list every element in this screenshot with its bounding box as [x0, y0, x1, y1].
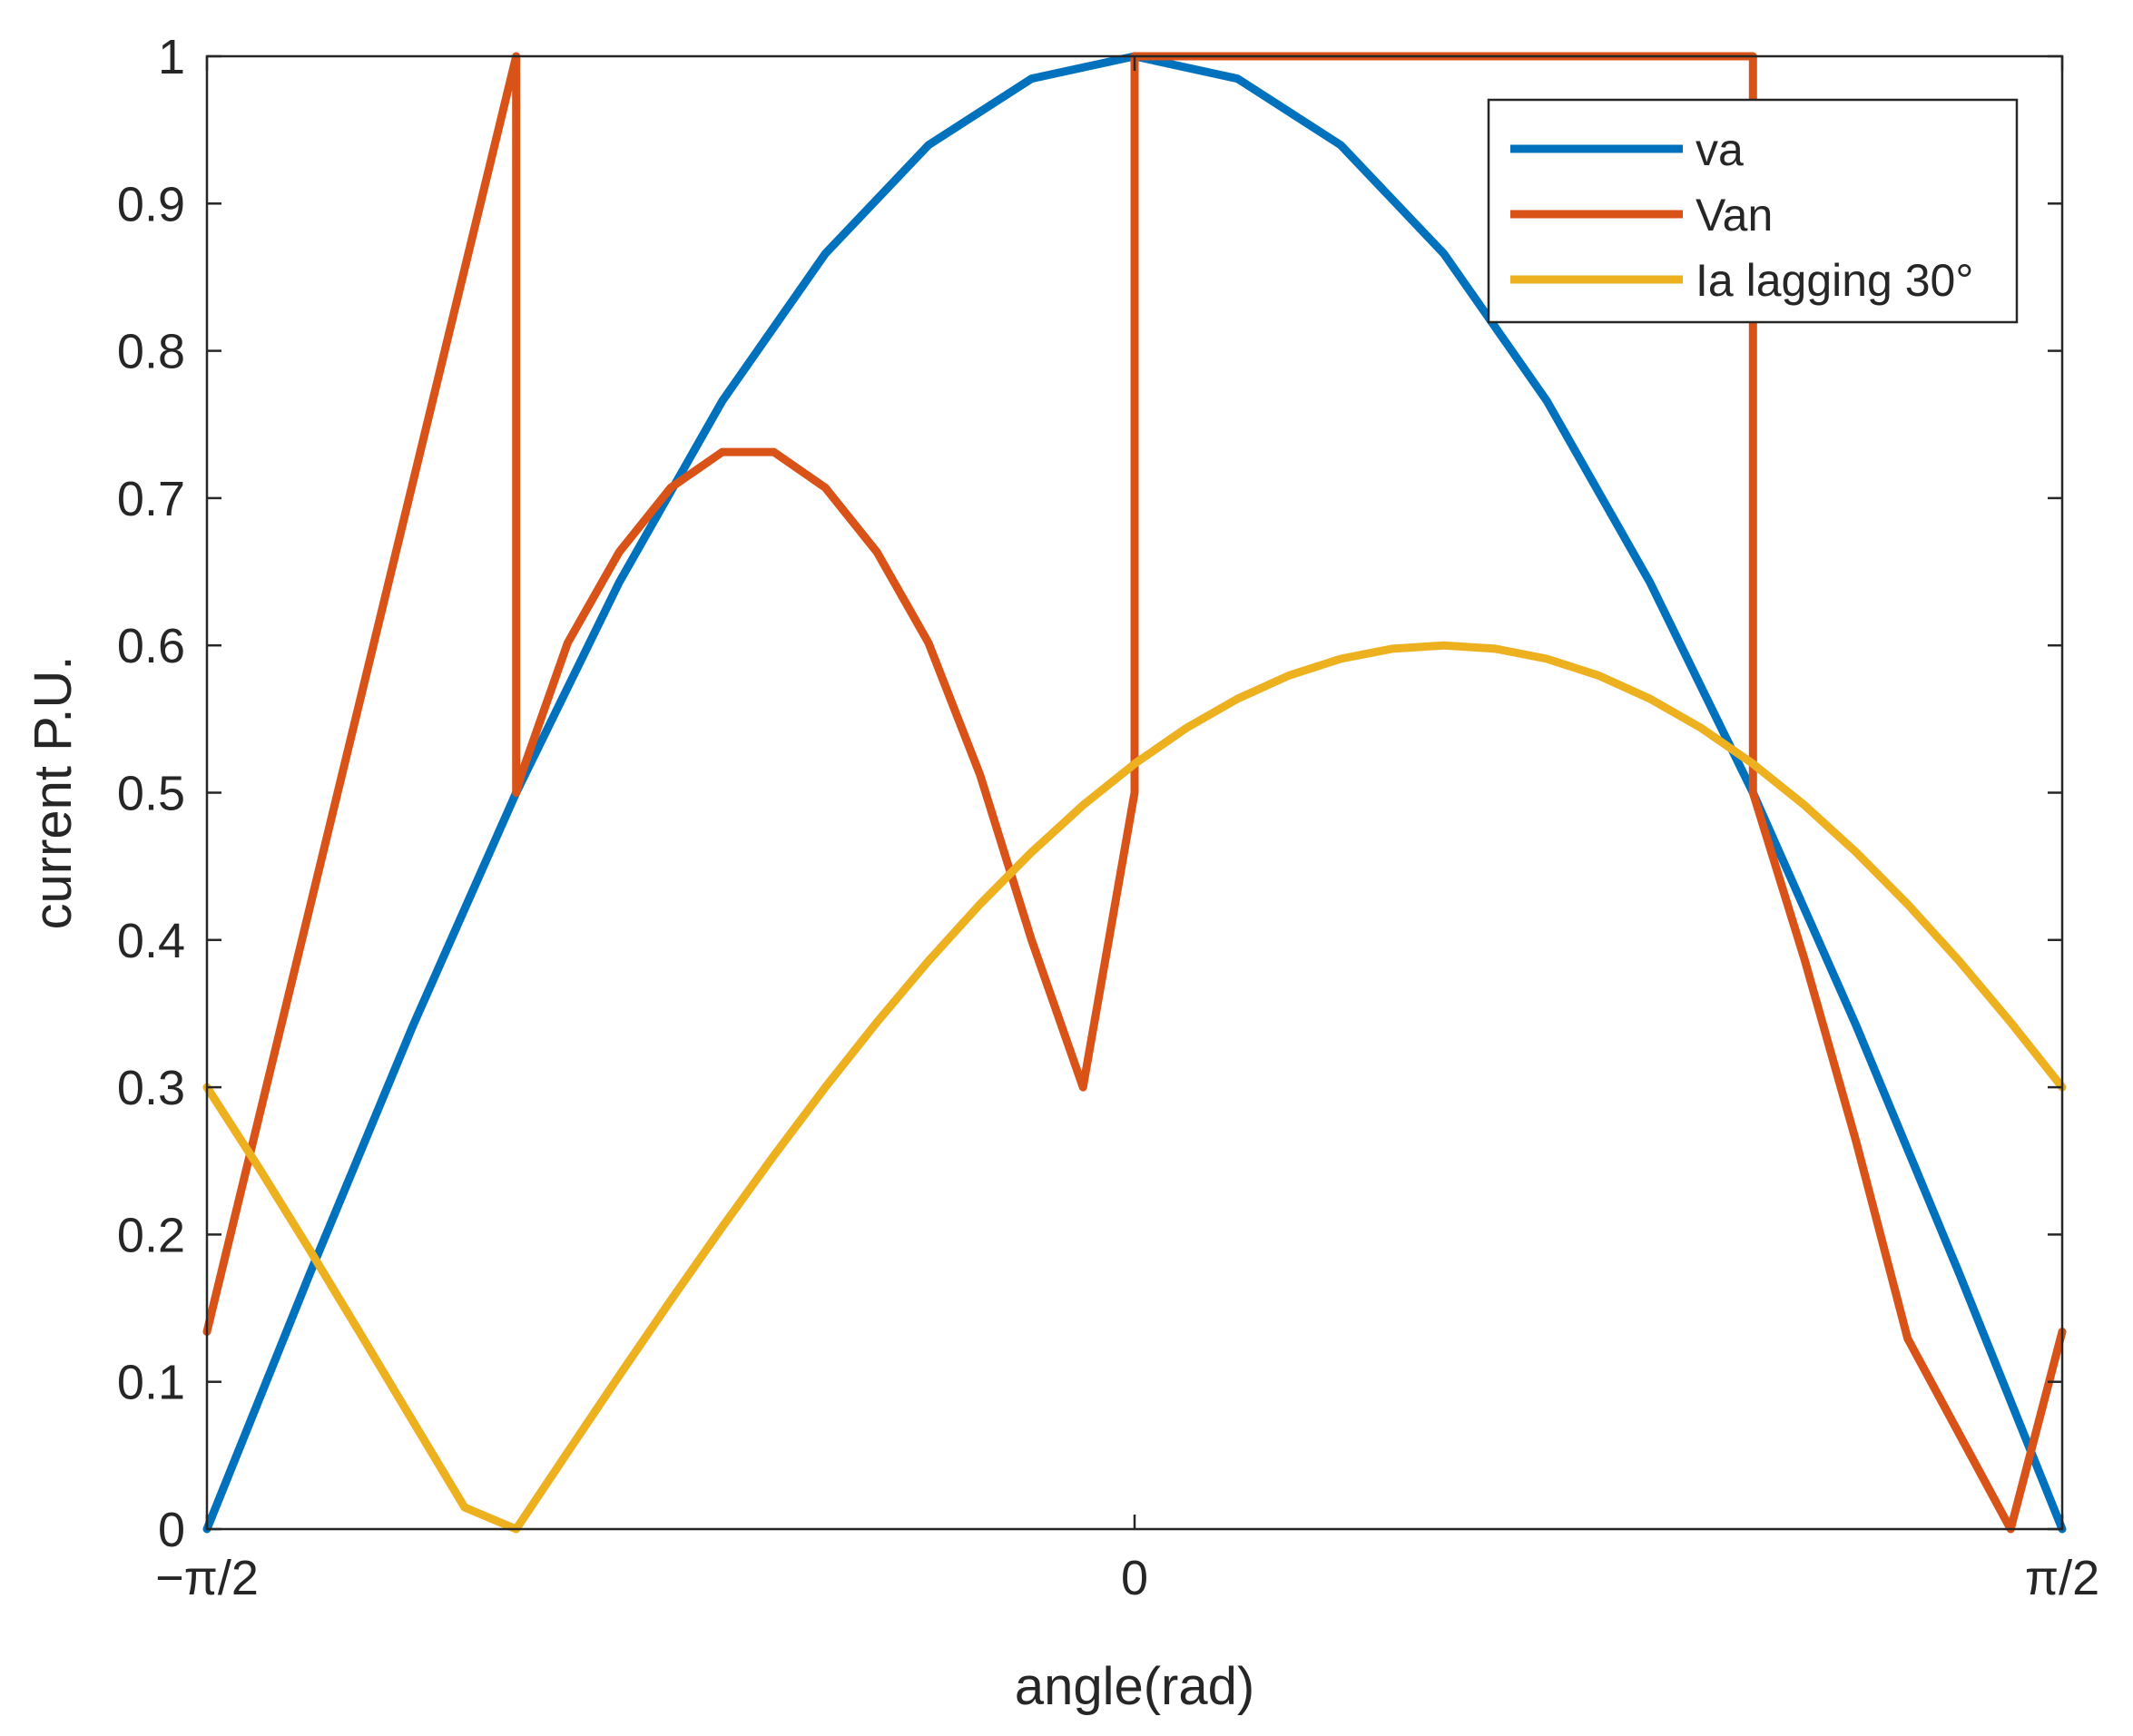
series-line-van — [202, 52, 2067, 1534]
y-tick-label: 0.5 — [117, 767, 185, 821]
y-tick-label: 0 — [158, 1503, 185, 1557]
legend-label: va — [1696, 124, 1744, 175]
legend-label: Van — [1696, 190, 1773, 240]
y-tick-label: 1 — [158, 30, 185, 84]
legend-label: Ia lagging 30° — [1696, 255, 1973, 306]
y-tick-label: 0.3 — [117, 1061, 185, 1115]
y-tick-label: 0.9 — [117, 177, 185, 231]
y-tick-label: 0.4 — [117, 914, 185, 968]
x-tick-label: 0 — [1121, 1551, 1148, 1605]
x-tick-label: π/2 — [2025, 1551, 2099, 1605]
tick-layer: 00.10.20.30.40.50.60.70.80.91−π/2 0 π/2 — [117, 30, 2099, 1605]
y-tick-label: 0.7 — [117, 472, 185, 526]
y-tick-label: 0.6 — [117, 619, 185, 673]
y-tick-label: 0.1 — [117, 1356, 185, 1410]
x-tick-label: −π/2 — [155, 1551, 259, 1605]
y-axis-label: current P.U. — [24, 656, 83, 930]
x-axis-label: angle(rad) — [1015, 1657, 1254, 1716]
legend: va Van Ia lagging 30° — [1487, 98, 2019, 324]
y-tick-label: 0.2 — [117, 1208, 185, 1262]
y-tick-label: 0.8 — [117, 325, 185, 379]
